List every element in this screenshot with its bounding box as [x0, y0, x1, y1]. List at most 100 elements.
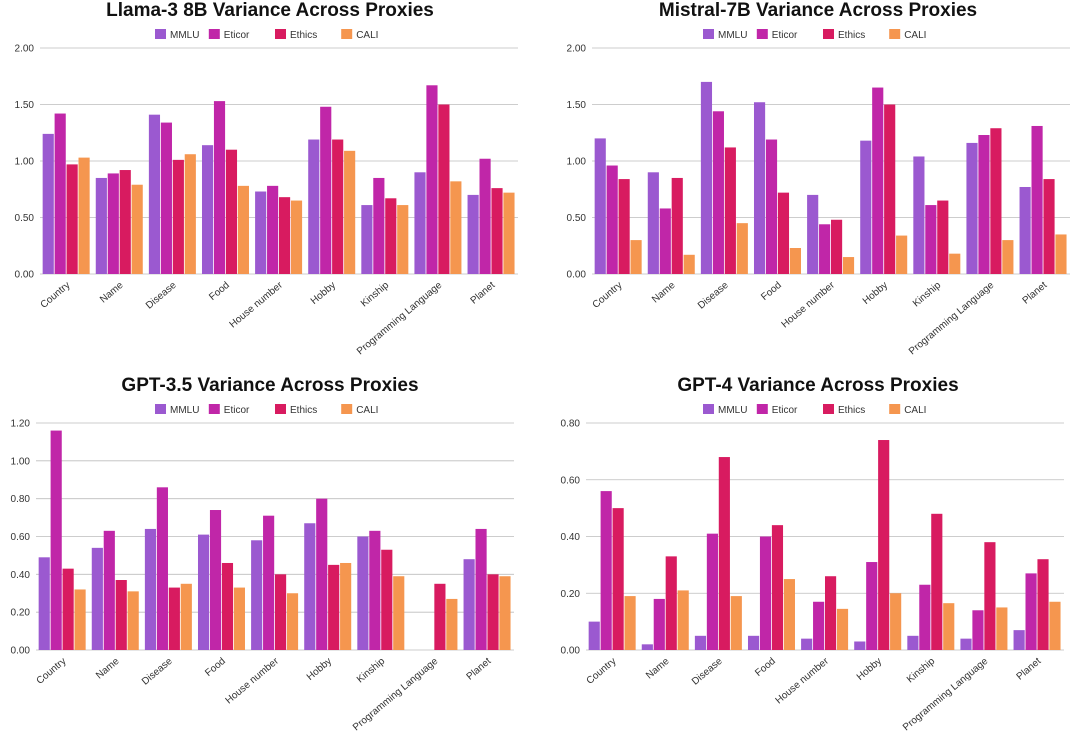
bar-cali-disease [180, 583, 192, 650]
x-tick-label: Food [207, 280, 232, 303]
y-tick-label: 1.00 [11, 456, 31, 467]
bar-cali-kinship [397, 205, 409, 274]
bar-cali-house-number [290, 200, 303, 274]
bar-eticor-house-number [263, 515, 275, 650]
bar-cali-planet [1049, 601, 1061, 650]
legend-label-cali: CALI [356, 30, 378, 41]
bar-mmlu-programming-language [960, 638, 972, 650]
bar-mmlu-planet [467, 194, 479, 274]
legend-label-cali: CALI [904, 30, 926, 41]
y-tick-label: 0.00 [15, 270, 35, 281]
y-tick-label: 1.00 [567, 157, 587, 168]
bar-cali-planet [1055, 234, 1067, 274]
bar-cali-country [74, 589, 86, 650]
bar-eticor-hobby [320, 106, 332, 274]
bar-cali-disease [184, 154, 196, 274]
chart-legend: MMLU Eticor Ethics CALI [703, 404, 926, 416]
chart-mistral-7b-variance-across-proxies: Mistral-7B Variance Across Proxies MMLU Et… [567, 0, 1070, 357]
legend-label-eticor: Eticor [224, 405, 250, 416]
chart-legend: MMLU Eticor Ethics CALI [703, 29, 926, 41]
bar-mmlu-disease [144, 528, 157, 650]
bar-eticor-disease [156, 487, 168, 650]
bar-mmlu-planet [1013, 630, 1025, 650]
bar-ethics-food [777, 192, 790, 274]
bar-eticor-house-number [267, 185, 279, 274]
bar-eticor-disease [706, 533, 718, 650]
bar-cali-country [78, 157, 90, 274]
bar-mmlu-name [641, 644, 653, 650]
bar-mmlu-hobby [304, 523, 316, 650]
bar-eticor-programming-language [426, 85, 438, 274]
bar-eticor-programming-language [978, 135, 990, 274]
bar-mmlu-kinship [361, 205, 373, 274]
chart-title: Llama-3 8B Variance Across Proxies [106, 0, 434, 21]
bar-mmlu-programming-language [414, 172, 426, 274]
legend-swatch-eticor [756, 29, 768, 39]
bar-cali-disease [736, 223, 748, 274]
chart-legend: MMLU Eticor Ethics CALI [155, 404, 378, 416]
bar-cali-name [677, 590, 689, 650]
bar-ethics-kinship [937, 200, 949, 274]
y-tick-label: 0.40 [561, 532, 581, 543]
bar-eticor-food [759, 536, 772, 650]
bar-ethics-hobby [884, 104, 896, 274]
bar-ethics-house-number [825, 576, 837, 650]
bar-cali-hobby [896, 235, 908, 274]
y-tick-label: 0.50 [567, 213, 587, 224]
bar-mmlu-planet [1019, 186, 1031, 274]
bar-ethics-programming-language [438, 104, 450, 274]
x-tick-label: Hobby [309, 280, 338, 307]
bar-mmlu-country [42, 133, 54, 274]
chart-gpt-3-5-variance-across-proxies: GPT-3.5 Variance Across Proxies MMLU Etico… [11, 375, 514, 733]
y-tick-label: 0.60 [11, 532, 31, 543]
bar-cali-name [683, 254, 695, 274]
legend-swatch-mmlu [155, 29, 166, 39]
bar-eticor-planet [1031, 125, 1043, 274]
bar-ethics-country [618, 179, 630, 274]
chart-legend: MMLU Eticor Ethics CALI [155, 29, 378, 41]
bar-ethics-country [66, 164, 78, 274]
bar-eticor-hobby [872, 87, 884, 274]
bar-cali-kinship [949, 253, 961, 274]
bar-eticor-country [50, 430, 62, 650]
bar-cali-hobby [890, 593, 902, 650]
legend-label-mmlu: MMLU [170, 30, 199, 41]
legend-swatch-eticor [208, 29, 220, 39]
bar-mmlu-planet [463, 559, 475, 650]
bar-eticor-food [209, 510, 222, 650]
x-tick-label: Name [94, 656, 122, 682]
bar-mmlu-hobby [860, 140, 872, 274]
legend-label-ethics: Ethics [838, 30, 865, 41]
chart-gpt-4-variance-across-proxies: GPT-4 Variance Across Proxies MMLU Eticor E… [561, 375, 1064, 733]
legend-label-eticor: Eticor [772, 405, 798, 416]
bar-ethics-planet [487, 574, 499, 650]
x-tick-label: Hobby [305, 656, 334, 683]
bar-cali-programming-language [996, 607, 1008, 650]
bar-cali-planet [503, 192, 515, 274]
x-tick-label: Name [650, 280, 678, 306]
bar-eticor-house-number [819, 224, 831, 274]
bar-eticor-hobby [316, 498, 328, 650]
bar-mmlu-hobby [854, 641, 866, 650]
bar-eticor-country [600, 491, 612, 650]
legend-swatch-ethics [275, 29, 286, 39]
y-tick-label: 0.00 [11, 646, 31, 657]
bar-ethics-programming-language [434, 583, 446, 650]
x-tick-label: Disease [144, 280, 179, 312]
bar-eticor-name [653, 598, 665, 650]
bar-ethics-hobby [332, 139, 344, 274]
y-tick-label: 0.80 [561, 419, 581, 430]
bar-ethics-house-number [275, 574, 287, 650]
bar-ethics-planet [491, 188, 503, 274]
legend-swatch-mmlu [703, 29, 714, 39]
bar-cali-name [131, 184, 143, 274]
bar-cali-programming-language [446, 598, 458, 650]
y-tick-label: 0.60 [561, 475, 581, 486]
chart-title: GPT-4 Variance Across Proxies [677, 375, 958, 396]
legend-swatch-mmlu [155, 404, 166, 414]
legend-label-ethics: Ethics [290, 405, 317, 416]
legend-swatch-mmlu [703, 404, 714, 414]
x-tick-label: Hobby [855, 656, 884, 683]
bar-ethics-name [119, 170, 131, 274]
x-tick-label: Kinship [359, 280, 392, 310]
